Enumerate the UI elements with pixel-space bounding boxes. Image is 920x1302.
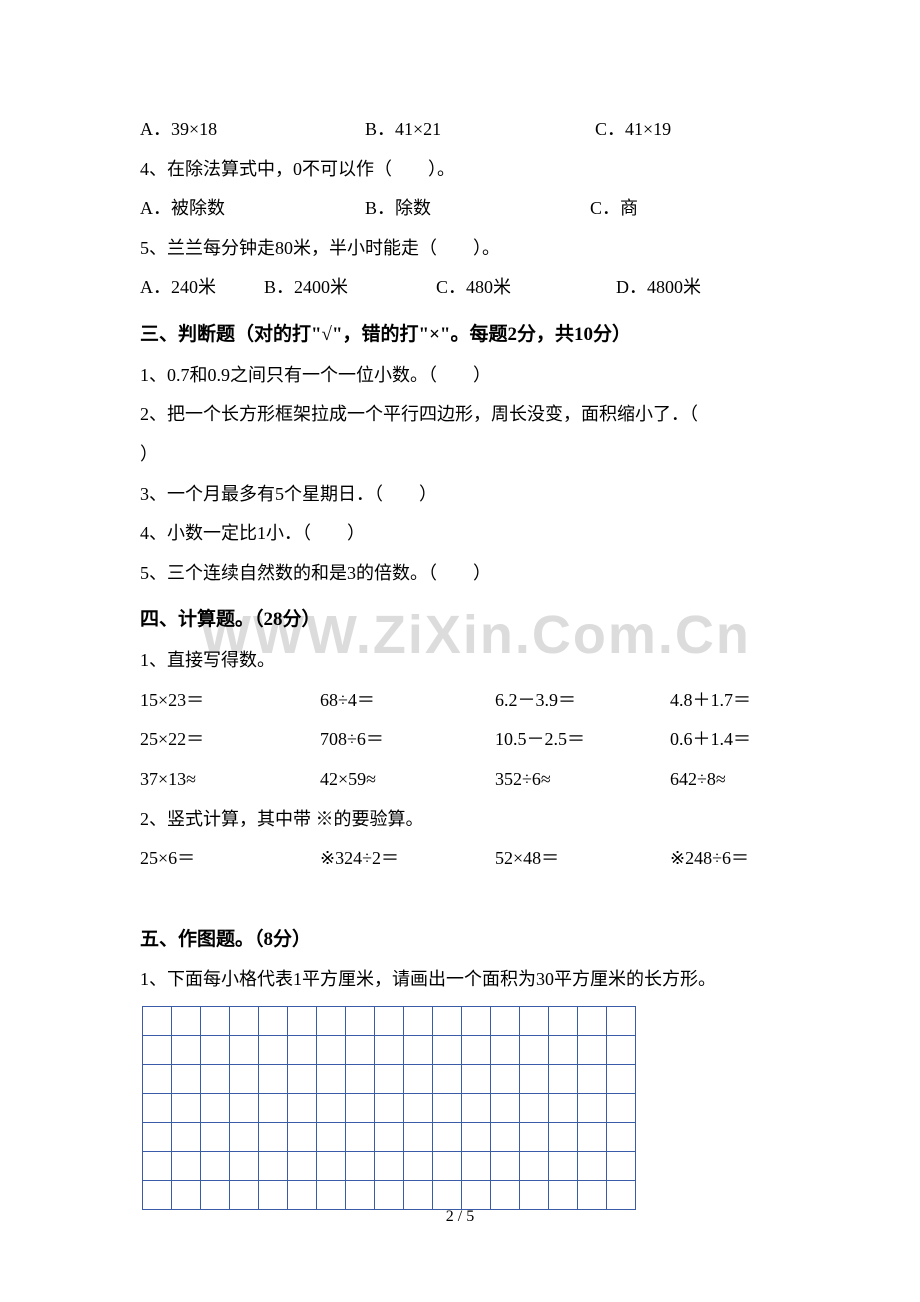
cell: 352÷6≈ — [495, 760, 670, 800]
section-5-header: 五、作图题。（8分） — [140, 919, 780, 961]
opt-b: B．除数 — [365, 189, 590, 229]
cell: ※248÷6＝ — [670, 839, 749, 879]
cell: 37×13≈ — [140, 760, 320, 800]
q2-4: 4、在除法算式中，0不可以作（ ）。 — [140, 150, 780, 190]
drawing-grid — [142, 1006, 636, 1210]
opt-c: C．41×19 — [595, 110, 671, 150]
q2-options-3: A．39×18 B．41×21 C．41×19 — [140, 110, 780, 150]
cell: 52×48＝ — [495, 839, 670, 879]
opt-a: A．240米 — [140, 268, 264, 308]
opt-a: A．被除数 — [140, 189, 365, 229]
cell: 10.5－2.5＝ — [495, 720, 670, 760]
cell: ※324÷2＝ — [320, 839, 495, 879]
calc-row-1: 15×23＝ 68÷4＝ 6.2－3.9＝ 4.8＋1.7＝ — [140, 681, 780, 721]
page-content: A．39×18 B．41×21 C．41×19 4、在除法算式中，0不可以作（ … — [140, 110, 780, 1210]
cell: 42×59≈ — [320, 760, 495, 800]
s4-q1: 1、直接写得数。 — [140, 641, 780, 681]
cell: 6.2－3.9＝ — [495, 681, 670, 721]
calc-row-2: 25×22＝ 708÷6＝ 10.5－2.5＝ 0.6＋1.4＝ — [140, 720, 780, 760]
cell: 68÷4＝ — [320, 681, 495, 721]
cell: 642÷8≈ — [670, 760, 726, 800]
page-number: 2 / 5 — [0, 1208, 920, 1226]
cell: 25×22＝ — [140, 720, 320, 760]
s4-q2: 2、竖式计算，其中带 ※的要验算。 — [140, 800, 780, 840]
opt-d: D．4800米 — [616, 268, 701, 308]
s5-q1: 1、下面每小格代表1平方厘米，请画出一个面积为30平方厘米的长方形。 — [140, 960, 780, 1000]
s3-q2a: 2、把一个长方形框架拉成一个平行四边形，周长没变，面积缩小了．（ — [140, 395, 780, 435]
opt-a: A．39×18 — [140, 110, 365, 150]
q2-options-4: A．被除数 B．除数 C．商 — [140, 189, 780, 229]
opt-c: C．商 — [590, 189, 638, 229]
q2-5: 5、兰兰每分钟走80米，半小时能走（ ）。 — [140, 229, 780, 269]
q2-options-5: A．240米 B．2400米 C．480米 D．4800米 — [140, 268, 780, 308]
cell: 708÷6＝ — [320, 720, 495, 760]
cell: 4.8＋1.7＝ — [670, 681, 751, 721]
opt-b: B．2400米 — [264, 268, 436, 308]
s3-q5: 5、三个连续自然数的和是3的倍数。（ ） — [140, 554, 780, 594]
section-3-header: 三、判断题（对的打"√"，错的打"×"。每题2分，共10分） — [140, 314, 780, 356]
calc-row-4: 25×6＝ ※324÷2＝ 52×48＝ ※248÷6＝ — [140, 839, 780, 879]
section-4-header: 四、计算题。（28分） — [140, 599, 780, 641]
s3-q4: 4、小数一定比1小．（ ） — [140, 514, 780, 554]
opt-b: B．41×21 — [365, 110, 595, 150]
opt-c: C．480米 — [436, 268, 616, 308]
s3-q3: 3、一个月最多有5个星期日．（ ） — [140, 475, 780, 515]
cell: 15×23＝ — [140, 681, 320, 721]
s3-q2b: ） — [140, 435, 780, 475]
cell: 25×6＝ — [140, 839, 320, 879]
calc-row-3: 37×13≈ 42×59≈ 352÷6≈ 642÷8≈ — [140, 760, 780, 800]
cell: 0.6＋1.4＝ — [670, 720, 751, 760]
s3-q1: 1、0.7和0.9之间只有一个一位小数。（ ） — [140, 356, 780, 396]
